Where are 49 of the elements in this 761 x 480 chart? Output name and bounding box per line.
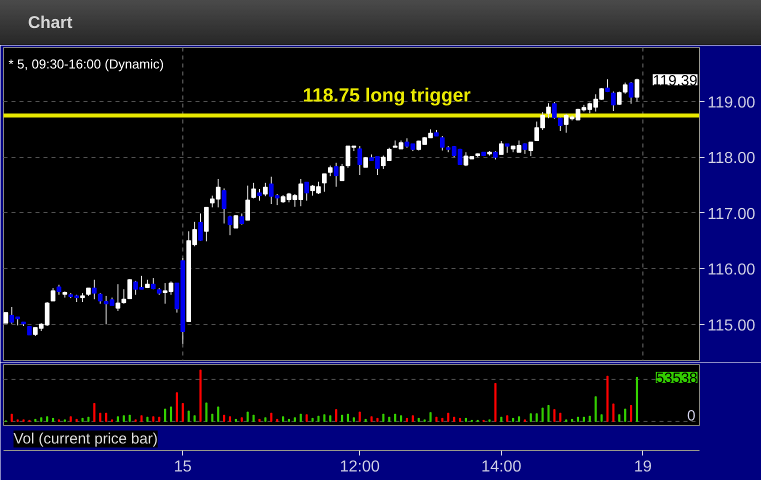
y-tick-label: 117.00 bbox=[708, 206, 756, 223]
candlestick bbox=[363, 156, 368, 168]
candlestick bbox=[605, 78, 610, 93]
candlestick bbox=[245, 185, 250, 221]
candlestick bbox=[50, 288, 56, 302]
candlestick bbox=[304, 182, 309, 202]
candlestick bbox=[263, 182, 268, 197]
candlestick bbox=[127, 278, 132, 300]
y-tick-label: 119.00 bbox=[708, 94, 756, 112]
candlestick bbox=[222, 188, 226, 224]
candlestick bbox=[204, 206, 209, 242]
candlestick bbox=[98, 292, 103, 304]
candlestick bbox=[328, 165, 333, 177]
candlestick bbox=[334, 162, 338, 188]
candlestick bbox=[228, 215, 232, 236]
annotation: 53538 bbox=[656, 370, 698, 387]
candlestick bbox=[198, 212, 203, 242]
text: * 5, 09:30-16:00 (Dynamic) bbox=[8, 56, 164, 72]
candlestick bbox=[634, 78, 640, 102]
candlestick bbox=[546, 102, 551, 119]
candlestick bbox=[4, 312, 8, 324]
y-tick-label: 115.00 bbox=[708, 317, 756, 334]
ref-line-label: 0 bbox=[687, 407, 696, 424]
candlestick bbox=[234, 214, 238, 228]
ref-line-label: 118.75 long trigger bbox=[302, 85, 472, 106]
candlestick bbox=[498, 140, 504, 155]
candlestick bbox=[558, 117, 563, 132]
candlestick bbox=[322, 173, 327, 192]
candlestick bbox=[239, 212, 244, 226]
y-tick-label: 118.00 bbox=[708, 150, 756, 168]
x-tick-label: 15 bbox=[174, 458, 192, 476]
text: 119.39 bbox=[652, 72, 698, 90]
candlestick bbox=[251, 182, 256, 199]
candlestick bbox=[340, 163, 344, 182]
candlestick bbox=[357, 146, 362, 176]
candlestick bbox=[552, 102, 557, 120]
candlestick bbox=[92, 279, 97, 300]
x-tick-label: 12:00 bbox=[340, 458, 380, 476]
x-tick-label: 14:00 bbox=[481, 458, 522, 476]
candlestick bbox=[528, 142, 534, 157]
candlestick bbox=[628, 82, 634, 104]
candlestick bbox=[611, 91, 616, 112]
candlestick bbox=[440, 136, 445, 152]
candlestick bbox=[257, 188, 262, 202]
y-tick-label: 116.00 bbox=[708, 262, 756, 279]
text: Vol (current price bar) bbox=[14, 430, 158, 448]
chart-title: Chart bbox=[28, 12, 72, 34]
x-tick-label: 19 bbox=[634, 458, 652, 476]
candlestick bbox=[56, 284, 62, 296]
